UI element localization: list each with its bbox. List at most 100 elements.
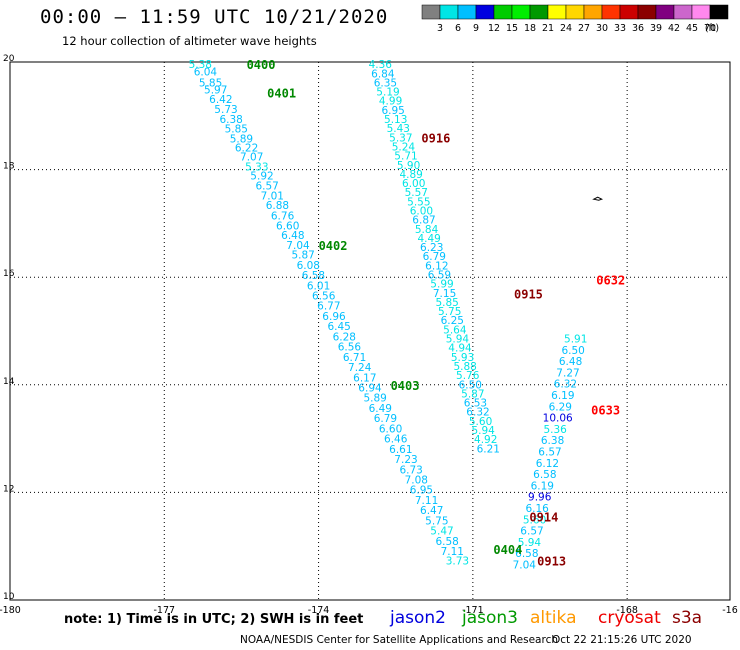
swh-value-label: 7.04 [513, 559, 537, 571]
swh-value-label: 6.95 [381, 105, 404, 117]
swh-value-label: 7.23 [394, 454, 417, 466]
swh-value-label: 6.56 [338, 342, 362, 354]
swh-value-label: 6.08 [297, 260, 320, 272]
swh-value-label: 5.84 [415, 224, 439, 236]
footer-note: note: 1) Time is in UTC; 2) SWH is in fe… [64, 612, 364, 627]
swh-value-label: 7.11 [415, 495, 438, 507]
legend-tick-label: 21 [542, 23, 554, 34]
island-shape [592, 196, 604, 201]
pass-time-label: 0913 [537, 555, 566, 569]
footer-credit: NOAA/NESDIS Center for Satellite Applica… [240, 634, 558, 646]
pass-time-label: 0914 [529, 511, 558, 525]
lat-tick-label: 12 [3, 484, 14, 494]
swh-value-label: 6.17 [353, 372, 376, 384]
swh-value-label: 6.77 [317, 301, 340, 313]
footer-timestamp: Oct 22 21:15:26 UTC 2020 [552, 634, 692, 646]
lon-tick-label: -177 [154, 605, 176, 616]
legend-tick-label: 6 [455, 23, 461, 34]
map-title: 00:00 – 11:59 UTC 10/21/2020 [40, 6, 389, 28]
swh-value-label: 6.12 [425, 260, 448, 272]
swh-value-label: 6.23 [420, 242, 443, 254]
legend-tick-label: 30 [596, 23, 608, 34]
swh-value-label: 10.06 [543, 413, 573, 425]
swh-value-label: 6.32 [554, 379, 577, 391]
swh-value-label: 5.60 [469, 416, 492, 428]
swh-value-label: 6.12 [536, 458, 559, 470]
legend-swatch [691, 4, 711, 20]
legend-tick-label: 3 [437, 23, 443, 34]
swh-value-label: 6.60 [276, 221, 299, 233]
legend-swatch [655, 4, 675, 20]
legend-tick-label: 27 [578, 23, 590, 34]
sat-jason3: jason3 [462, 608, 518, 628]
pass-time-label: 0400 [247, 58, 276, 72]
pass-time-label: 0916 [421, 131, 450, 145]
pass-time-label: 0403 [391, 379, 420, 393]
sat-jason2: jason2 [390, 608, 446, 628]
swh-value-label: 5.47 [430, 526, 453, 538]
legend-swatch [493, 4, 513, 20]
legend-swatch [709, 4, 729, 20]
swh-value-label: 7.01 [261, 190, 284, 202]
swh-value-label: 7.24 [348, 362, 372, 374]
legend-swatch [511, 4, 531, 20]
swh-value-label: 6.48 [281, 230, 304, 242]
lon-tick-label: -180 [0, 605, 21, 616]
legend-tick-label: 9 [473, 23, 479, 34]
swh-value-label: 7.27 [556, 367, 579, 379]
legend-tick-label: 24 [560, 23, 572, 34]
swh-value-label: 5.73 [214, 104, 237, 116]
swh-value-label: 6.58 [515, 548, 538, 560]
legend-swatch [673, 4, 693, 20]
swh-value-label: 5.90 [397, 160, 420, 172]
swh-value-label: 6.95 [410, 485, 433, 497]
swh-value-label: 6.19 [531, 480, 554, 492]
swh-value-label: 5.85 [435, 297, 458, 309]
swh-value-label: 6.79 [423, 251, 446, 263]
swh-value-label: 6.25 [441, 315, 464, 327]
swh-value-label: 6.16 [525, 503, 549, 515]
swh-value-label: 3.73 [446, 556, 469, 568]
swh-value-label: 5.85 [199, 77, 222, 89]
legend-swatch [439, 4, 459, 20]
map-subtitle: 12 hour collection of altimeter wave hei… [62, 34, 317, 48]
swh-value-label: 5.91 [564, 334, 587, 346]
swh-value-label: 5.71 [394, 151, 417, 163]
legend-swatch [421, 4, 441, 20]
swh-value-label: 6.94 [358, 382, 382, 394]
swh-value-label: 6.46 [384, 434, 408, 446]
swh-value-label: 6.32 [466, 407, 489, 419]
swh-value-label: 5.19 [376, 87, 399, 99]
swh-value-label: 9.96 [528, 492, 552, 504]
swh-value-label: 6.71 [343, 352, 366, 364]
pass-time-label: 0632 [596, 273, 625, 287]
sat-cryosat: cryosat [598, 608, 661, 628]
swh-value-label: 5.24 [392, 141, 416, 153]
legend-swatch [637, 4, 657, 20]
swh-value-label: 6.50 [459, 379, 482, 391]
legend-tick-label: 12 [488, 23, 500, 34]
swh-value-label: 6.56 [312, 290, 336, 302]
pass-time-label: 0633 [591, 404, 620, 418]
swh-value-label: 5.94 [446, 334, 470, 346]
swh-value-label: 6.45 [327, 321, 350, 333]
legend-swatch [475, 4, 495, 20]
pass-time-label: 0402 [319, 239, 348, 253]
swh-value-label: 5.36 [543, 424, 567, 436]
legend-tick-label: 42 [668, 23, 680, 34]
swh-value-label: 5.57 [405, 187, 428, 199]
swh-value-label: 6.28 [333, 331, 356, 343]
swh-value-label: 4.89 [399, 169, 422, 181]
lon-tick-label: -16 [722, 605, 738, 616]
swh-value-label: 5.60 [523, 514, 546, 526]
swh-value-label: 6.21 [477, 443, 500, 455]
swh-value-label: 6.87 [412, 215, 435, 227]
legend-tick-label: 18 [524, 23, 536, 34]
swh-value-label: 5.75 [438, 306, 461, 318]
swh-value-label: 7.07 [240, 152, 263, 164]
swh-value-label: 6.88 [266, 200, 289, 212]
swh-value-label: 5.89 [230, 133, 253, 145]
swh-value-label: 6.04 [194, 67, 218, 79]
legend-tick-label: 36 [632, 23, 644, 34]
swh-value-label: 6.59 [428, 270, 451, 282]
